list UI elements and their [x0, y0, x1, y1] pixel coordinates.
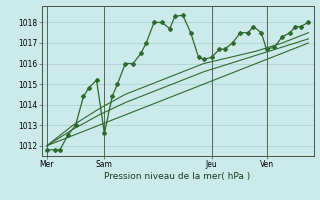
X-axis label: Pression niveau de la mer( hPa ): Pression niveau de la mer( hPa ) — [104, 172, 251, 181]
